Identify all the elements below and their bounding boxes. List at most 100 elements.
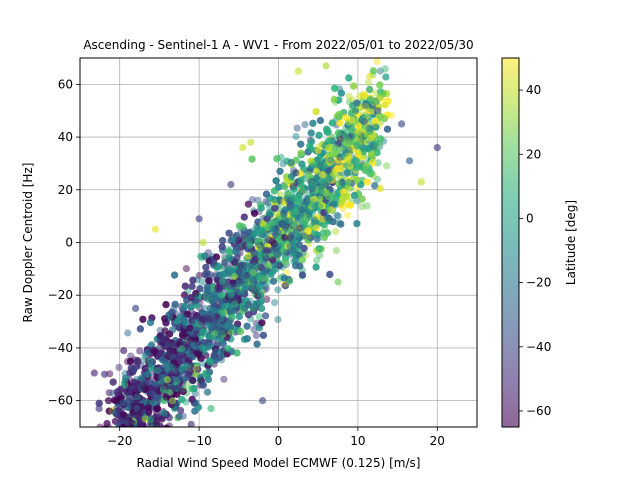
scatter-point (220, 375, 228, 383)
scatter-point (259, 226, 267, 234)
scatter-point (161, 382, 169, 391)
scatter-point (269, 256, 277, 264)
scatter-point (273, 155, 281, 163)
scatter-point (263, 295, 271, 303)
scatter-point (315, 131, 323, 139)
scatter-point (301, 121, 309, 129)
scatter-point (281, 182, 289, 190)
scatter-point (206, 342, 214, 350)
scatter-point (290, 185, 298, 193)
scatter-point (296, 262, 304, 270)
scatter-point (264, 262, 272, 270)
scatter-point (158, 415, 166, 423)
scatter-point-outlier (227, 180, 235, 189)
scatter-point (213, 312, 221, 320)
scatter-point (376, 93, 384, 101)
scatter-point (206, 357, 214, 365)
scatter-point (152, 426, 155, 427)
scatter-point (242, 283, 250, 291)
scatter-point-outlier (151, 225, 159, 233)
scatter-point (297, 149, 305, 157)
scatter-point (250, 230, 258, 238)
scatter-point (275, 183, 283, 191)
scatter-point (372, 123, 380, 131)
scatter-point (249, 268, 257, 277)
scatter-point (292, 169, 300, 177)
scatter-point (256, 282, 264, 291)
scatter-point (178, 395, 186, 404)
scatter-point (280, 211, 288, 219)
scatter-point (257, 291, 265, 299)
scatter-point (226, 282, 234, 290)
scatter-point (225, 229, 233, 237)
scatter-point (212, 253, 221, 261)
scatter-point (276, 167, 284, 175)
scatter-point (162, 393, 170, 401)
scatter-point (293, 230, 301, 238)
scatter-point (199, 381, 207, 389)
scatter-point-outlier (417, 178, 425, 186)
scatter-point (269, 277, 278, 285)
scatter-point (361, 91, 369, 99)
scatter-point (258, 319, 266, 327)
scatter-point (344, 183, 352, 191)
scatter-point-outlier (239, 144, 247, 152)
scatter-point (226, 292, 234, 300)
scatter-point (189, 276, 197, 284)
scatter-point (373, 176, 382, 184)
scatter-point (304, 226, 312, 234)
scatter-point (94, 428, 101, 435)
scatter-point (368, 152, 376, 160)
scatter-point (152, 426, 155, 427)
scatter-point (178, 351, 186, 359)
scatter-point (244, 252, 252, 260)
scatter-point (377, 135, 385, 143)
scatter-point (182, 265, 190, 273)
scatter-point (189, 341, 197, 349)
scatter-point (209, 296, 217, 304)
scatter-point (136, 347, 144, 355)
scatter-point (282, 268, 290, 276)
scatter-point (119, 399, 127, 407)
scatter-point (307, 183, 315, 191)
scatter-point (221, 259, 229, 267)
scatter-point (248, 284, 256, 293)
scatter-point (344, 211, 352, 219)
scatter-point (381, 114, 389, 122)
scatter-point (151, 428, 158, 435)
scatter-point (243, 322, 251, 330)
scatter-point (312, 263, 320, 271)
scatter-point (250, 276, 258, 284)
scatter-point (326, 270, 334, 278)
scatter-point (334, 212, 342, 220)
scatter-point-outlier (132, 304, 140, 312)
scatter-point (250, 209, 259, 217)
scatter-point (168, 397, 176, 405)
scatter-point (243, 271, 251, 280)
scatter-point (266, 211, 274, 219)
scatter-point (210, 351, 218, 359)
scatter-point (249, 304, 258, 312)
scatter-point (156, 422, 164, 427)
scatter-point (152, 426, 155, 427)
scatter-point (315, 245, 323, 253)
scatter-point (235, 312, 243, 320)
scatter-point (137, 408, 145, 416)
chart-title: Ascending - Sentinel-1 A - WV1 - From 20… (83, 38, 473, 52)
scatter-point (292, 132, 300, 141)
scatter-point (250, 257, 258, 265)
scatter-point (124, 329, 132, 337)
scatter-point (153, 428, 160, 435)
scatter-point (332, 227, 340, 236)
scatter-point (274, 316, 282, 324)
scatter-point (162, 301, 170, 309)
scatter-point (233, 349, 241, 357)
scatter-point (187, 303, 195, 311)
scatter-point (246, 241, 254, 249)
scatter-point (281, 234, 289, 242)
scatter-point (254, 249, 262, 257)
scatter-point (161, 358, 169, 366)
scatter-point (346, 201, 354, 209)
scatter-point (261, 268, 269, 276)
scatter-point (359, 144, 367, 152)
